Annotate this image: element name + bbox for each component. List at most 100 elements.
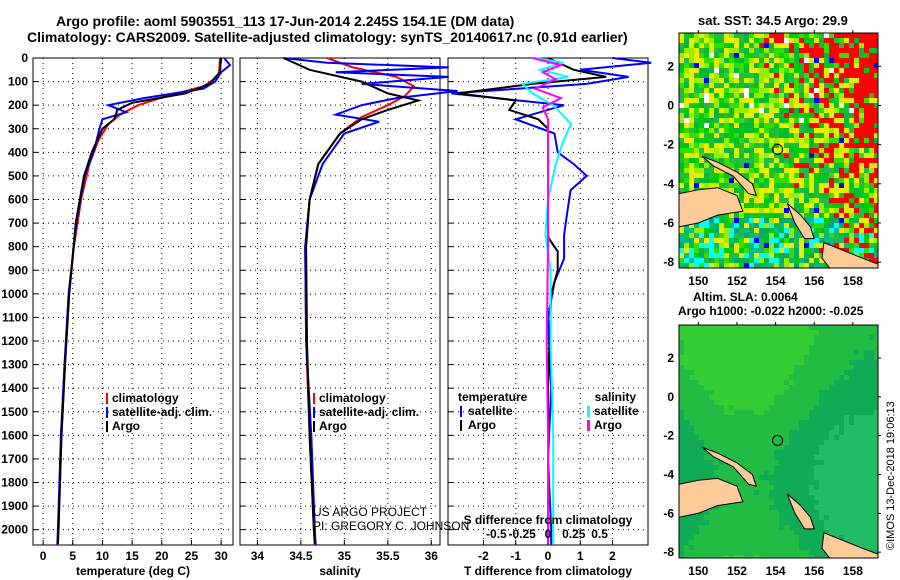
map-cell bbox=[819, 490, 824, 495]
map-cell bbox=[729, 360, 734, 365]
map-cell bbox=[824, 340, 829, 345]
map-cell bbox=[704, 460, 709, 465]
map-cell bbox=[729, 350, 734, 355]
map-cell bbox=[874, 163, 878, 168]
map-cell bbox=[709, 38, 714, 43]
map-cell bbox=[724, 83, 729, 88]
map-cell bbox=[714, 555, 719, 558]
map-cell bbox=[719, 148, 724, 153]
map-cell bbox=[834, 58, 839, 63]
map-cell bbox=[764, 48, 769, 53]
map-cell bbox=[869, 405, 874, 410]
map-cell bbox=[744, 223, 749, 228]
map-cell bbox=[704, 183, 709, 188]
map-cell bbox=[799, 183, 804, 188]
map-cell bbox=[799, 355, 804, 360]
map-cell bbox=[809, 325, 814, 330]
map-cell bbox=[779, 375, 784, 380]
map-cell bbox=[844, 530, 849, 535]
map-cell bbox=[839, 500, 844, 505]
map-cell bbox=[689, 228, 694, 233]
map-cell bbox=[719, 113, 724, 118]
map-cell bbox=[724, 33, 729, 38]
map-cell bbox=[859, 460, 864, 465]
map-cell bbox=[804, 203, 809, 208]
map-cell bbox=[704, 445, 709, 450]
map-cell bbox=[749, 178, 754, 183]
map-cell bbox=[769, 495, 774, 500]
map-cell bbox=[824, 555, 829, 558]
map-cell bbox=[824, 520, 829, 525]
map-cell bbox=[824, 58, 829, 63]
map-cell bbox=[699, 183, 704, 188]
map-cell bbox=[814, 43, 819, 48]
map-cell bbox=[764, 228, 769, 233]
map-cell bbox=[709, 425, 714, 430]
map-cell bbox=[714, 43, 719, 48]
map-cell bbox=[709, 365, 714, 370]
map-cell bbox=[794, 435, 799, 440]
map-cell bbox=[764, 420, 769, 425]
map-cell bbox=[714, 445, 719, 450]
map-cell bbox=[844, 103, 849, 108]
map-cell bbox=[869, 345, 874, 350]
map-cell bbox=[689, 410, 694, 415]
map-cell bbox=[744, 133, 749, 138]
map-cell bbox=[784, 103, 789, 108]
map-cell bbox=[869, 73, 874, 78]
map-cell bbox=[759, 355, 764, 360]
map-cell bbox=[764, 455, 769, 460]
map-cell bbox=[804, 133, 809, 138]
x-tick-label: 35.5 bbox=[376, 549, 400, 563]
legend-swatch bbox=[313, 421, 315, 432]
map-cell bbox=[759, 248, 764, 253]
map-cell bbox=[769, 53, 774, 58]
map-cell bbox=[709, 510, 714, 515]
map-cell bbox=[849, 365, 854, 370]
map-cell bbox=[854, 440, 859, 445]
map-cell bbox=[834, 93, 839, 98]
map-cell bbox=[799, 248, 804, 253]
map-cell bbox=[684, 455, 689, 460]
map-cell bbox=[814, 73, 819, 78]
map-cell bbox=[804, 505, 809, 510]
map-cell bbox=[749, 93, 754, 98]
map-cell bbox=[789, 410, 794, 415]
map-cell bbox=[804, 470, 809, 475]
map-cell bbox=[694, 63, 699, 68]
map-cell bbox=[804, 365, 809, 370]
map-cell bbox=[719, 355, 724, 360]
map-cell bbox=[714, 123, 719, 128]
map-cell bbox=[854, 38, 859, 43]
map-cell bbox=[734, 370, 739, 375]
map-cell bbox=[874, 460, 878, 465]
map-cell bbox=[874, 470, 878, 475]
map-cell bbox=[704, 68, 709, 73]
map-cell bbox=[814, 53, 819, 58]
map-cell bbox=[759, 173, 764, 178]
s-tick-label: -0.5 bbox=[486, 527, 507, 541]
map-cell bbox=[869, 198, 874, 203]
map-cell bbox=[844, 535, 849, 540]
map-cell bbox=[839, 198, 844, 203]
map-cell bbox=[774, 530, 779, 535]
map-cell bbox=[729, 430, 734, 435]
map-cell bbox=[814, 148, 819, 153]
map-cell bbox=[729, 68, 734, 73]
map-cell bbox=[804, 123, 809, 128]
map-cell bbox=[759, 405, 764, 410]
map-cell bbox=[779, 128, 784, 133]
map-cell bbox=[859, 188, 864, 193]
map-cell bbox=[769, 253, 774, 258]
map-cell bbox=[839, 340, 844, 345]
legend-label-0: climatology bbox=[319, 391, 386, 405]
map-cell bbox=[849, 243, 854, 248]
map-cell bbox=[704, 153, 709, 158]
map-cell bbox=[679, 450, 684, 455]
map-cell bbox=[729, 415, 734, 420]
legend-salinity-item-0: satellite bbox=[594, 404, 639, 418]
map-cell bbox=[759, 198, 764, 203]
map-cell bbox=[739, 360, 744, 365]
map-cell bbox=[709, 228, 714, 233]
map-cell bbox=[794, 128, 799, 133]
